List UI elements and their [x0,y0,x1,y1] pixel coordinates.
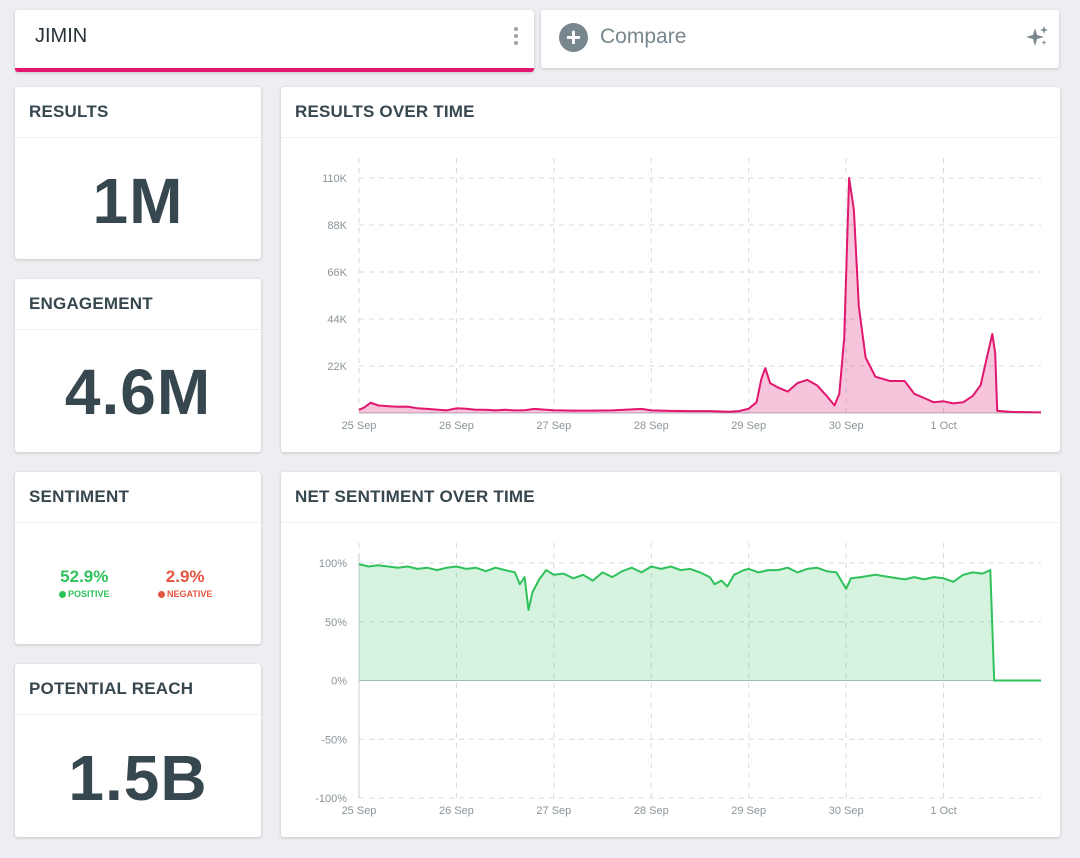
compare-button[interactable]: + Compare [541,10,1059,68]
x-tick-label: 29 Sep [731,420,766,432]
sentiment-negative: 2.9% NEGATIVE [158,567,212,599]
series-area [359,564,1041,681]
sparkle-icon[interactable] [1025,25,1049,49]
results-value: 1M [92,165,184,237]
query-tab[interactable]: JIMIN [15,10,534,72]
y-tick-label: -50% [321,734,347,746]
y-tick-label: 100% [319,558,347,570]
x-tick-label: 25 Sep [342,805,377,817]
series-line [358,177,1042,414]
y-tick-label: 0% [331,676,347,688]
x-tick-label: 26 Sep [439,420,474,432]
engagement-card: ENGAGEMENT 4.6M [15,279,261,452]
x-tick-label: 25 Sep [342,420,377,432]
y-tick-label: 50% [325,617,347,629]
negative-dot-icon [158,591,165,598]
series-area [359,178,1041,413]
query-name: JIMIN [35,25,88,47]
series-line [358,563,1041,682]
engagement-title: ENGAGEMENT [15,279,261,330]
results-card: RESULTS 1M [15,87,261,259]
sentiment-chart: 100% 50% 0% -50% -100%25 Sep 26 Sep 27 Sep 28 S… [315,543,1041,817]
reach-title: POTENTIAL REACH [15,664,261,715]
results-chart-title: RESULTS OVER TIME [281,87,1060,138]
x-tick-label: 30 Sep [829,420,864,432]
x-tick-label: 28 Sep [634,420,669,432]
y-tick-label: 66K [327,267,347,279]
engagement-value: 4.6M [64,356,212,428]
results-chart: 110K 88K 66K 44K 22K 25 Sep 26 Sep 27 Sep 28 Sep… [322,158,1042,432]
x-tick-label: 29 Sep [731,805,766,817]
sentiment-positive: 52.9% POSITIVE [59,567,110,599]
x-tick-label: 30 Sep [829,805,864,817]
sentiment-card: SENTIMENT 52.9% POSITIVE 2.9% NEGATIVE [15,472,261,644]
y-tick-label: 44K [327,314,347,326]
results-over-time-card: RESULTS OVER TIME 110K 88K 66K 44K 22K 25 Sep… [281,87,1060,452]
negative-pct: 2.9% [165,567,205,586]
results-title: RESULTS [15,87,261,138]
x-tick-label: 27 Sep [536,805,571,817]
sentiment-chart-title: NET SENTIMENT OVER TIME [281,472,1060,523]
x-tick-label: 27 Sep [536,420,571,432]
reach-card: POTENTIAL REACH 1.5B [15,664,261,837]
more-vert-icon[interactable] [512,24,520,54]
x-tick-label: 1 Oct [930,805,956,817]
positive-dot-icon [59,591,66,598]
y-tick-label: 110K [322,173,348,185]
negative-label: NEGATIVE [167,589,213,599]
x-tick-label: 28 Sep [634,805,669,817]
compare-label: Compare [600,25,687,48]
positive-pct: 52.9% [60,567,109,586]
y-tick-label: 22K [327,361,347,373]
y-tick-label: -100% [315,793,347,805]
sentiment-title: SENTIMENT [15,472,261,523]
plus-circle-icon: + [559,23,588,52]
x-tick-label: 1 Oct [930,420,956,432]
positive-label: POSITIVE [68,589,110,599]
y-tick-label: 88K [327,220,347,232]
net-sentiment-card: NET SENTIMENT OVER TIME 100% 50% 0% -50% -10… [281,472,1060,837]
x-tick-label: 26 Sep [439,805,474,817]
reach-value: 1.5B [68,742,208,814]
